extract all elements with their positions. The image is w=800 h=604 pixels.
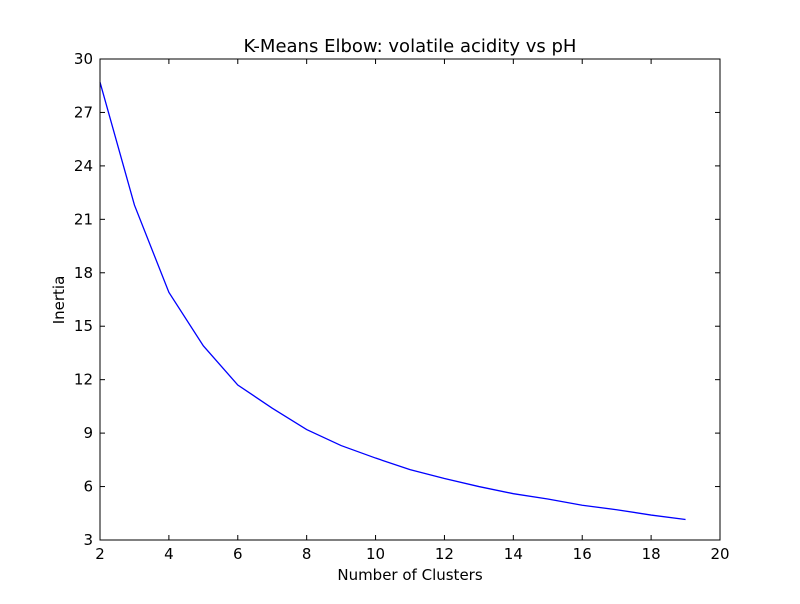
y-tick-label: 30 [74,50,93,68]
x-tick-label: 14 [504,545,523,563]
y-tick-label: 3 [83,531,93,549]
x-tick-label: 2 [95,545,105,563]
x-axis-ticks: 2 4 6 8 10 12 14 16 18 20 [95,59,730,563]
series-line-0 [99,81,686,521]
y-tick-label: 12 [74,371,93,389]
x-tick-label: 4 [164,545,174,563]
x-tick-label: 12 [435,545,454,563]
plot-area [99,58,721,541]
x-axis-label: Number of Clusters [337,566,482,584]
y-tick-label: 15 [74,317,93,335]
y-axis-label: Inertia [50,276,68,325]
x-tick-label: 10 [366,545,385,563]
y-tick-label: 27 [74,103,93,121]
x-tick-label: 18 [642,545,661,563]
x-tick-label: 20 [710,545,729,563]
x-tick-label: 6 [233,545,243,563]
axes-frame [99,58,721,541]
y-tick-label: 6 [83,478,93,496]
y-tick-label: 18 [74,264,93,282]
y-tick-label: 9 [83,424,93,442]
chart-title: K-Means Elbow: volatile acidity vs pH [244,36,577,57]
x-tick-label: 16 [573,545,592,563]
y-tick-label: 24 [74,157,93,175]
y-tick-label: 21 [74,210,93,228]
x-tick-label: 8 [302,545,312,563]
y-axis-ticks: 3 6 9 12 15 18 21 24 27 30 [74,50,720,549]
